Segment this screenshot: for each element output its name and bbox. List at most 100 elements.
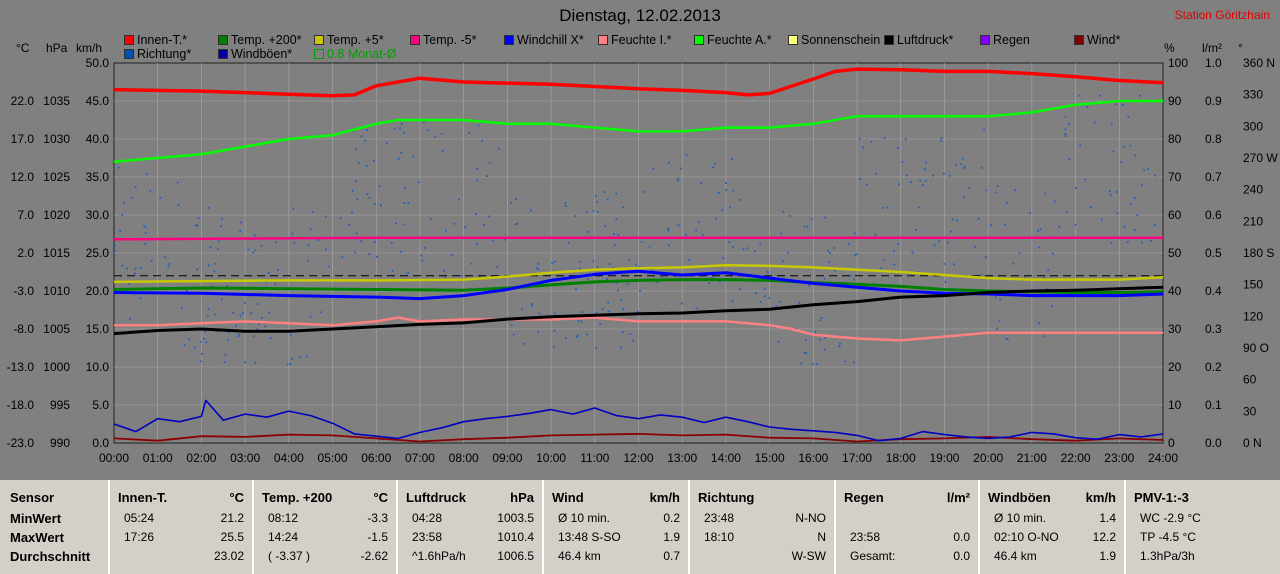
direction-point [754, 250, 756, 252]
direction-point [496, 266, 499, 268]
direction-point [143, 225, 146, 227]
direction-point [117, 166, 120, 169]
direction-point [355, 180, 357, 182]
x-tick-label: 02:00 [186, 451, 216, 465]
direction-point [213, 270, 216, 273]
direction-point [221, 218, 224, 220]
cell-value: -3.3 [367, 511, 388, 525]
direction-point [373, 159, 375, 162]
x-tick-label: 20:00 [973, 451, 1003, 465]
direction-point [374, 240, 376, 243]
direction-point [250, 312, 253, 315]
direction-point [1108, 190, 1111, 193]
direction-point [648, 245, 651, 248]
direction-point [803, 351, 806, 354]
direction-point [815, 363, 818, 366]
cell-value: 1003.5 [497, 511, 534, 525]
direction-point [622, 206, 625, 209]
direction-point [1101, 218, 1103, 221]
direction-point [897, 147, 899, 149]
direction-point [134, 267, 137, 270]
direction-point [805, 352, 807, 354]
direction-point [1044, 192, 1047, 195]
direction-point [211, 285, 213, 288]
direction-point [961, 157, 964, 160]
direction-point [460, 275, 463, 277]
direction-point [565, 337, 567, 340]
y-tick-direction: 210 [1243, 214, 1263, 228]
direction-point [606, 278, 608, 280]
legend-item: Richtung* [124, 47, 191, 61]
y-tick-pressure: 990 [50, 436, 70, 450]
x-tick-label: 08:00 [449, 451, 479, 465]
cell-value: 25.5 [220, 530, 244, 544]
direction-point [306, 259, 309, 262]
x-tick-label: 00:00 [99, 451, 129, 465]
direction-point [806, 226, 809, 228]
legend-item: Regen [980, 33, 1030, 47]
direction-point [626, 283, 629, 285]
direction-point [919, 179, 922, 182]
cell-value: 0.0 [953, 549, 970, 563]
direction-point [523, 342, 525, 345]
y-tick-pressure: 1000 [43, 360, 70, 374]
direction-point [553, 260, 556, 263]
direction-point [708, 282, 711, 284]
direction-point [725, 182, 727, 184]
cell-value: 0.0 [953, 530, 970, 544]
legend-item: Windböen* [218, 47, 292, 61]
direction-point [722, 257, 725, 259]
direction-point [209, 246, 212, 248]
cell-value: 1.4 [1099, 511, 1116, 525]
legend-label: Windböen* [231, 47, 293, 61]
direction-point [368, 196, 371, 199]
direction-point [725, 189, 728, 191]
legend-label: Temp. +200* [231, 33, 302, 47]
direction-point [399, 127, 401, 130]
direction-point [491, 239, 494, 242]
direction-point [512, 333, 515, 336]
direction-point [800, 362, 803, 365]
direction-point [434, 135, 437, 138]
direction-point [185, 290, 188, 292]
y-tick-pressure: 1030 [43, 132, 70, 146]
y-tick-humidity: 60 [1168, 208, 1182, 222]
direction-point [608, 263, 611, 265]
direction-point [810, 218, 813, 221]
direction-point [1116, 191, 1118, 193]
cell-label: Ø 10 min. [558, 511, 611, 525]
direction-point [564, 202, 567, 204]
direction-point [714, 163, 716, 165]
direction-point [858, 138, 861, 140]
direction-point [651, 269, 654, 272]
cell-label: Gesamt: [850, 549, 896, 563]
y-tick-temp: -13.0 [7, 360, 35, 374]
direction-point [427, 129, 430, 131]
direction-point [177, 204, 180, 206]
direction-point [232, 311, 234, 314]
direction-point [269, 337, 272, 340]
y-tick-direction: 150 [1243, 278, 1263, 292]
direction-point [586, 278, 589, 281]
direction-point [685, 233, 687, 236]
direction-point [114, 250, 116, 253]
direction-point [798, 301, 801, 304]
direction-point [1112, 150, 1115, 153]
direction-point [1068, 158, 1071, 161]
direction-point [1109, 194, 1112, 197]
station-name: Station Göritzhain [1174, 8, 1270, 22]
direction-point [256, 328, 259, 331]
table-column: Luftdruck hPa 04:28 1003.5 23:58 1010.4 ^1.6hP… [396, 480, 542, 574]
y-tick-temp: -18.0 [7, 398, 35, 412]
direction-point [824, 216, 826, 219]
legend-swatch [410, 35, 420, 45]
direction-point [805, 339, 807, 342]
column-name: Luftdruck [406, 490, 466, 505]
y-tick-rain: 0.8 [1205, 132, 1222, 146]
direction-point [595, 311, 598, 314]
direction-point [886, 206, 889, 209]
direction-point [615, 192, 618, 195]
direction-point [1121, 104, 1124, 106]
direction-point [128, 282, 130, 285]
direction-point [1114, 103, 1117, 106]
